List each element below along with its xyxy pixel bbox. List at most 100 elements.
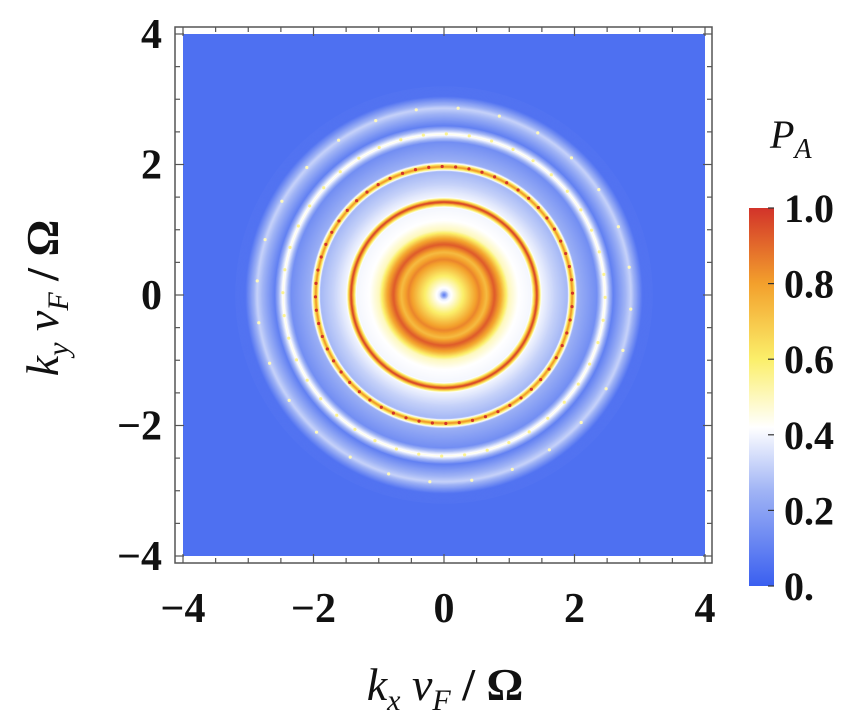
ring-speckle [510, 467, 514, 471]
ring-speckle [339, 370, 343, 374]
ring-speckle [320, 334, 324, 339]
ring-speckle [322, 186, 326, 190]
ring-speckle [440, 164, 444, 169]
x-tick-label: 0 [434, 586, 455, 632]
ring-speckle [314, 281, 318, 285]
ring-speckle [597, 250, 601, 254]
ring-speckle [483, 415, 488, 419]
colorbar-tick-label: 0.4 [784, 413, 834, 458]
colorbar-tick-label: 0.6 [784, 337, 834, 382]
ring-speckle [565, 331, 569, 335]
ring-speckle [313, 295, 318, 299]
ring-speckle [511, 147, 515, 151]
ring-speckle [570, 305, 574, 309]
colorbar-tick-label: 0.2 [784, 488, 834, 533]
ring-speckle [536, 131, 540, 135]
ring-speckle [552, 227, 556, 231]
ring-speckle [357, 156, 361, 160]
ring-speckle [601, 318, 605, 322]
x-tick-label: −2 [291, 586, 336, 632]
x-axis-label: kx vF / Ω [367, 659, 524, 717]
ring-speckle [308, 204, 312, 208]
plot-area [174, 26, 713, 564]
ring-speckle [287, 336, 291, 340]
ring-speckle [399, 138, 403, 142]
ring-speckle [570, 278, 574, 282]
x-tick-label: 2 [564, 586, 585, 632]
colorbar-title: PA [769, 112, 812, 165]
ring-speckle [377, 145, 381, 150]
ring-speckle [519, 396, 523, 400]
ring-speckle [576, 382, 580, 386]
axis-ticks [175, 27, 712, 563]
ring-speckle [568, 318, 572, 322]
ring-speckle [391, 411, 395, 415]
ring-speckle [283, 268, 287, 272]
ring-speckle [282, 314, 286, 318]
ring-speckle [421, 133, 425, 137]
ring-speckle [604, 387, 608, 391]
ring-speckle [570, 291, 575, 295]
ring-speckle [529, 387, 533, 391]
ring-speckle [596, 341, 600, 345]
ring-speckle [493, 175, 497, 179]
ring-speckle [330, 230, 334, 234]
x-tick-label: −4 [161, 586, 206, 632]
ring-speckle [414, 108, 418, 112]
ring-speckle [324, 242, 328, 246]
ring-speckle [338, 170, 342, 174]
ring-speckle [296, 224, 300, 228]
ring-speckle [547, 367, 551, 371]
ring-speckle [562, 400, 566, 404]
ring-speckle [531, 159, 535, 163]
radial-rings [235, 86, 653, 504]
ring-speckle [387, 472, 391, 476]
ring-speckle [565, 189, 569, 193]
ring-speckle [379, 405, 383, 409]
ring-speckle [456, 106, 460, 110]
ring-speckle [496, 410, 500, 414]
ring-speckle [325, 347, 329, 351]
ring-speckle [263, 238, 267, 242]
ring-speckle [357, 390, 361, 394]
ring-speckle [539, 378, 543, 382]
ring-speckle [545, 216, 549, 220]
x-tick-labels: −4 −2 0 2 4 [161, 586, 716, 632]
ring-speckle [579, 208, 583, 212]
ring-speckle [368, 398, 372, 402]
ring-speckle [373, 439, 377, 443]
ring-speckle [305, 165, 309, 170]
ring-speckle [430, 421, 434, 425]
ring-speckle [567, 264, 571, 269]
y-tick-label: 0 [141, 273, 162, 319]
ring-speckle [588, 362, 592, 366]
ring-speckle [454, 165, 458, 169]
ring-speckle [335, 413, 339, 417]
ring-speckle [467, 134, 471, 138]
ring-speckle [337, 138, 341, 142]
ring-speckle [597, 188, 601, 192]
ring-speckle [353, 427, 357, 431]
ring-speckle [536, 206, 540, 210]
ring-speckle [316, 268, 320, 272]
ring-speckle [413, 168, 418, 172]
ring-speckle [490, 139, 494, 143]
ring-speckle [497, 114, 501, 118]
ring-speckle [505, 181, 509, 185]
ring-speckle [579, 420, 583, 425]
ring-speckle [355, 199, 359, 203]
ring-speckle [527, 196, 531, 200]
ring-speckle [457, 421, 461, 425]
ring-speckle [376, 183, 380, 187]
ring-speckle [546, 416, 550, 420]
ring-speckle [365, 190, 369, 194]
ring-speckle [337, 219, 341, 223]
ring-speckle [569, 156, 574, 160]
ring-speckle [417, 452, 421, 456]
ring-speckle [294, 358, 299, 362]
ring-speckle [549, 173, 553, 177]
ring-speckle [589, 228, 594, 232]
ring-speckle [480, 170, 484, 174]
ring-speckle [440, 454, 444, 458]
